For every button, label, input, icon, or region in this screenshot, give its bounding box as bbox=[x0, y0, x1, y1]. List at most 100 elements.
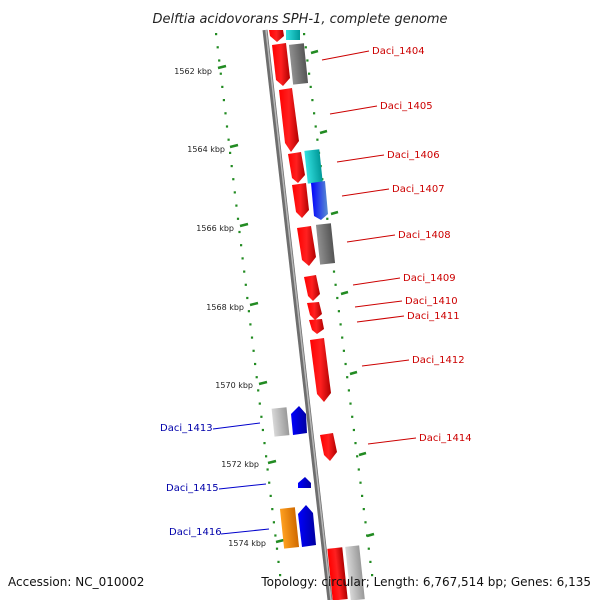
scale-tick-1572: 1572 kbp bbox=[221, 459, 277, 469]
inner-scale-dot bbox=[246, 296, 249, 300]
forward-gene-labels: Daci_1404 Daci_1405 Daci_1406 Daci_1407 … bbox=[321, 46, 472, 445]
light-gray-feature-bottom[interactable] bbox=[345, 545, 365, 600]
outer-scale-dot bbox=[371, 574, 374, 577]
label-daci-1407[interactable]: Daci_1407 bbox=[392, 184, 445, 195]
label-daci-1406[interactable]: Daci_1406 bbox=[387, 150, 440, 161]
outer-scale-dot bbox=[337, 310, 340, 313]
inner-scale-dot bbox=[268, 481, 271, 484]
cyan-feature-1406[interactable] bbox=[304, 149, 323, 184]
outer-scale-dot bbox=[304, 46, 307, 49]
gene-arrow-daci-1404[interactable] bbox=[272, 43, 290, 86]
light-gray-feature-1413[interactable] bbox=[271, 407, 290, 437]
label-daci-1414[interactable]: Daci_1414 bbox=[419, 433, 472, 444]
inner-scale-dot bbox=[241, 257, 244, 260]
gene-arrow-bottom-partial[interactable] bbox=[327, 547, 348, 600]
label-daci-1405[interactable]: Daci_1405 bbox=[380, 101, 433, 112]
outer-scale-dot bbox=[311, 99, 314, 102]
label-daci-1416[interactable]: Daci_1416 bbox=[169, 527, 222, 538]
inner-scale-dot bbox=[271, 508, 274, 511]
inner-scale-dot bbox=[260, 415, 263, 418]
gene-arrow-daci-1414[interactable] bbox=[320, 433, 337, 461]
scale-tick-1562: 1562 kbp bbox=[174, 64, 227, 76]
cyan-feature-top-partial[interactable] bbox=[286, 30, 300, 40]
label-daci-1413[interactable]: Daci_1413 bbox=[160, 423, 213, 434]
gray-feature-1408[interactable] bbox=[315, 223, 336, 265]
gene-arrow-daci-1411[interactable] bbox=[309, 319, 324, 334]
inner-scale-dot bbox=[250, 336, 254, 339]
outer-scale-dot bbox=[367, 547, 370, 550]
inner-scale-dot bbox=[222, 99, 225, 102]
gene-arrow-daci-1408[interactable] bbox=[297, 226, 316, 266]
gene-arrow-top-partial[interactable] bbox=[269, 30, 284, 42]
inner-scale-dot bbox=[275, 547, 279, 550]
gene-arrow-daci-1416[interactable] bbox=[298, 505, 316, 547]
genome-backbone-highlight bbox=[265, 29, 332, 600]
gene-arrow-daci-1415[interactable] bbox=[298, 477, 311, 488]
inner-scale-dot bbox=[233, 191, 236, 194]
scale-label-1566: 1566 kbp bbox=[196, 224, 234, 233]
outer-scale-dot bbox=[316, 138, 319, 141]
outer-scale-dot bbox=[347, 389, 350, 392]
inner-scale-dot bbox=[257, 389, 260, 392]
inner-scale-dot bbox=[269, 494, 272, 497]
inner-scale-dot bbox=[216, 46, 219, 49]
reverse-gene-labels: Daci_1413 Daci_1415 Daci_1416 bbox=[160, 422, 270, 538]
gene-arrow-daci-1406[interactable] bbox=[288, 152, 305, 183]
gene-arrow-daci-1409[interactable] bbox=[304, 275, 320, 301]
outer-scale-dot bbox=[309, 85, 312, 88]
outer-scale-dot bbox=[369, 560, 372, 563]
label-daci-1404[interactable]: Daci_1404 bbox=[372, 46, 425, 57]
gene-arrow-daci-1407[interactable] bbox=[292, 183, 309, 218]
gene-arrow-daci-1410[interactable] bbox=[307, 302, 322, 320]
inner-scale-dot bbox=[224, 112, 227, 115]
blue-gene-1407[interactable] bbox=[311, 181, 328, 220]
orange-feature-1416[interactable] bbox=[279, 507, 300, 549]
inner-scale-dot bbox=[227, 138, 230, 141]
outer-scale-dot bbox=[349, 402, 352, 405]
gene-arrow-daci-1405[interactable] bbox=[279, 88, 299, 152]
label-daci-1415[interactable]: Daci_1415 bbox=[166, 483, 219, 494]
inner-scale-dot bbox=[258, 402, 261, 405]
scale-label-1574: 1574 kbp bbox=[228, 539, 266, 548]
inner-scale-dot bbox=[225, 125, 229, 128]
inner-scale-dot bbox=[254, 362, 257, 366]
accession-text: Accession: NC_010002 bbox=[8, 575, 144, 589]
inner-scale-dot bbox=[235, 204, 238, 207]
label-daci-1409[interactable]: Daci_1409 bbox=[403, 273, 456, 284]
inner-scale-dot bbox=[238, 230, 241, 234]
outer-scale-dot bbox=[362, 508, 365, 511]
gene-arrow-daci-1412[interactable] bbox=[310, 338, 331, 402]
scale-label-1562: 1562 kbp bbox=[174, 67, 212, 76]
inner-scale-dot bbox=[261, 428, 264, 432]
inner-scale-dot bbox=[252, 349, 255, 352]
label-daci-1410[interactable]: Daci_1410 bbox=[405, 296, 458, 307]
genome-backbone bbox=[262, 29, 333, 600]
gene-arrow-daci-1413[interactable] bbox=[291, 406, 307, 435]
inner-scale-dot bbox=[218, 59, 221, 62]
label-daci-1412[interactable]: Daci_1412 bbox=[412, 355, 465, 366]
inner-scale-dot bbox=[236, 217, 240, 220]
outer-scale-dot bbox=[356, 455, 359, 458]
forward-genes bbox=[269, 30, 365, 600]
inner-scale-dot bbox=[215, 33, 218, 36]
inner-scale-dot bbox=[244, 283, 247, 286]
gray-feature-1404[interactable] bbox=[288, 43, 309, 85]
outer-scale-dot bbox=[336, 296, 339, 300]
inner-scale-dot bbox=[249, 323, 252, 326]
scale-label-1564: 1564 kbp bbox=[187, 145, 225, 154]
inner-scale-dot bbox=[274, 534, 277, 537]
outer-scale-ticks bbox=[310, 49, 375, 538]
outer-scale-dot bbox=[342, 349, 345, 352]
inner-scale-dot bbox=[219, 72, 222, 75]
outer-scale-dot bbox=[306, 59, 309, 62]
outer-scale-dot bbox=[344, 362, 347, 366]
scale-tick-1568: 1568 kbp bbox=[206, 301, 259, 312]
outer-scale-dot bbox=[334, 283, 337, 286]
outer-scale-dot bbox=[346, 376, 349, 379]
outer-scale-dot bbox=[354, 442, 357, 445]
label-daci-1411[interactable]: Daci_1411 bbox=[407, 311, 460, 322]
inner-scale-dot bbox=[247, 310, 250, 313]
label-daci-1408[interactable]: Daci_1408 bbox=[398, 230, 451, 241]
outer-scale-dot bbox=[308, 72, 311, 75]
